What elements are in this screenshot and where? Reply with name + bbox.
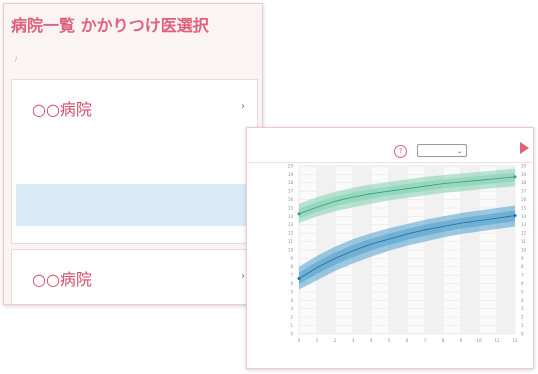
y-tick-label-right: 2 bbox=[521, 315, 524, 320]
inner-percentile-band bbox=[299, 210, 515, 284]
y-tick-label-left: 16 bbox=[288, 197, 294, 202]
y-tick-label-left: 13 bbox=[288, 222, 294, 227]
chevron-down-icon: ⌄ bbox=[456, 148, 462, 155]
y-tick-label-right: 18 bbox=[521, 180, 527, 185]
y-tick-label-left: 5 bbox=[290, 289, 293, 294]
x-tick-label: 10 bbox=[476, 338, 482, 343]
column-shade bbox=[425, 166, 443, 334]
y-tick-label-left: 0 bbox=[290, 331, 293, 336]
y-tick-label-left: 8 bbox=[290, 264, 293, 269]
y-tick-label-left: 19 bbox=[288, 172, 294, 177]
hospital-card[interactable]: ○○病院 › bbox=[11, 79, 258, 244]
x-tick-label: 6 bbox=[406, 338, 409, 343]
x-tick-label: 0 bbox=[298, 338, 301, 343]
x-tick-label: 8 bbox=[442, 338, 445, 343]
y-tick-label-left: 14 bbox=[288, 214, 294, 219]
chart-lines bbox=[297, 175, 517, 281]
y-tick-label-right: 7 bbox=[521, 273, 524, 278]
y-tick-label-right: 12 bbox=[521, 231, 527, 236]
y-tick-label-left: 2 bbox=[290, 315, 293, 320]
y-tick-label-right: 6 bbox=[521, 281, 524, 286]
y-tick-label-right: 14 bbox=[521, 214, 527, 219]
x-tick-label: 9 bbox=[460, 338, 463, 343]
y-tick-label-left: 20 bbox=[288, 163, 294, 168]
x-tick-label: 12 bbox=[512, 338, 518, 343]
hospital-name[interactable]: ○○病院 bbox=[32, 270, 92, 289]
y-tick-label-right: 20 bbox=[521, 163, 527, 168]
hospital-list-screen: 病院一覧 かかりつけ医選択 / ○○病院 › ○○病院 › bbox=[3, 3, 263, 305]
y-tick-label-right: 8 bbox=[521, 264, 524, 269]
x-tick-label: 11 bbox=[494, 338, 500, 343]
y-tick-label-right: 15 bbox=[521, 205, 527, 210]
inner-percentile-band bbox=[299, 172, 515, 219]
y-tick-label-left: 6 bbox=[290, 281, 293, 286]
data-point bbox=[513, 214, 517, 218]
page-title: 病院一覧 かかりつけ医選択 bbox=[11, 16, 209, 35]
y-tick-label-right: 1 bbox=[521, 323, 524, 328]
y-tick-label-right: 16 bbox=[521, 197, 527, 202]
breadcrumb: / bbox=[11, 56, 21, 66]
column-shade bbox=[389, 166, 407, 334]
chevron-right-icon[interactable]: › bbox=[241, 101, 245, 112]
y-tick-label-right: 17 bbox=[521, 189, 527, 194]
y-tick-label-left: 11 bbox=[288, 239, 294, 244]
hospital-card[interactable]: ○○病院 › bbox=[11, 249, 258, 304]
x-tick-label: 5 bbox=[388, 338, 391, 343]
hospital-name[interactable]: ○○病院 bbox=[32, 100, 92, 119]
chevron-right-icon[interactable]: › bbox=[241, 271, 245, 282]
chart-header: ? ⌄ bbox=[247, 128, 533, 163]
y-tick-label-left: 12 bbox=[288, 231, 294, 236]
y-tick-label-right: 11 bbox=[521, 239, 527, 244]
y-tick-label-left: 1 bbox=[290, 323, 293, 328]
y-tick-label-left: 10 bbox=[288, 247, 294, 252]
y-tick-label-right: 4 bbox=[521, 298, 524, 303]
y-tick-label-right: 19 bbox=[521, 172, 527, 177]
data-point bbox=[297, 212, 301, 216]
y-tick-label-left: 7 bbox=[290, 273, 293, 278]
y-tick-label-left: 17 bbox=[288, 189, 294, 194]
x-tick-label: 4 bbox=[370, 338, 373, 343]
data-point bbox=[513, 175, 517, 179]
x-tick-label: 2 bbox=[334, 338, 337, 343]
median-line bbox=[298, 215, 516, 279]
chart-type-select[interactable]: ⌄ bbox=[417, 144, 467, 157]
vaccine-notice bbox=[16, 184, 250, 226]
y-tick-label-right: 10 bbox=[521, 247, 527, 252]
y-tick-label-left: 18 bbox=[288, 180, 294, 185]
growth-chart-screen: ? ⌄ 0 0 1 1 2 2 3 3 4 4 5 5 6 6 7 7 8 8 9 9 10 10 11 11 12 12 13 13… bbox=[246, 127, 534, 369]
y-tick-label-left: 15 bbox=[288, 205, 294, 210]
y-tick-label-right: 9 bbox=[521, 256, 524, 261]
median-line bbox=[298, 176, 516, 215]
x-tick-label: 7 bbox=[424, 338, 427, 343]
data-point bbox=[297, 277, 301, 281]
x-tick-label: 3 bbox=[352, 338, 355, 343]
column-shade bbox=[497, 166, 515, 334]
y-tick-label-right: 0 bbox=[521, 331, 524, 336]
y-tick-label-right: 5 bbox=[521, 289, 524, 294]
y-tick-label-right: 13 bbox=[521, 222, 527, 227]
x-tick-label: 1 bbox=[316, 338, 319, 343]
y-tick-label-right: 3 bbox=[521, 306, 524, 311]
y-tick-label-left: 9 bbox=[290, 256, 293, 261]
column-shade bbox=[461, 166, 479, 334]
y-tick-label-left: 3 bbox=[290, 306, 293, 311]
next-arrow-icon[interactable] bbox=[520, 142, 529, 154]
y-tick-label-left: 4 bbox=[290, 298, 293, 303]
help-icon[interactable]: ? bbox=[394, 145, 407, 158]
breadcrumb-separator: / bbox=[15, 56, 18, 63]
